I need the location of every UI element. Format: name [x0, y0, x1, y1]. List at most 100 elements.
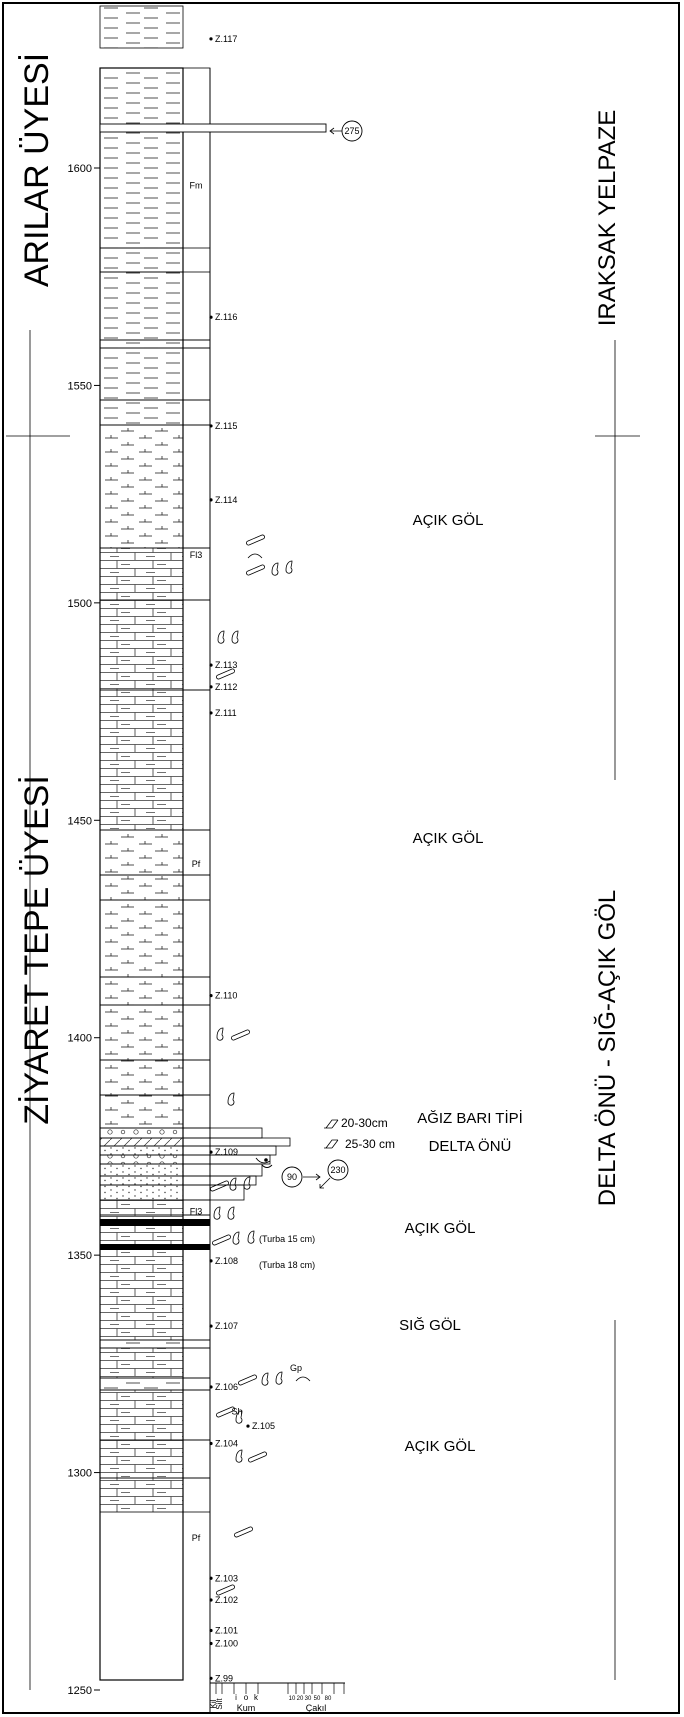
- scale-gravel-sub: 30: [305, 1696, 312, 1702]
- lithology-bed: [99, 1477, 184, 1513]
- plant-fragment-icon: [210, 1180, 229, 1192]
- lithology-bed: [99, 129, 184, 249]
- environment-label: AÇIK GÖL: [413, 511, 484, 529]
- gastropod-icon: [235, 1449, 243, 1463]
- plant-fragment-icon: [212, 1234, 231, 1246]
- bed-profile: [182, 599, 211, 691]
- bed-profile: [182, 1059, 211, 1096]
- sample-marker: [209, 37, 213, 41]
- bed-profile: [182, 1347, 211, 1379]
- gastropod-icon: [216, 1027, 224, 1041]
- plant-fragment-icon: [248, 1451, 267, 1463]
- facies-code: Sh: [231, 1407, 242, 1417]
- lithology-bed: [99, 1199, 184, 1216]
- depth-label: 1450: [68, 815, 92, 827]
- sample-label: Z.112: [215, 682, 237, 692]
- plant-fragment-icon: [238, 1374, 257, 1386]
- lithology-bed: [99, 1339, 184, 1349]
- lithology-bed: [99, 424, 184, 549]
- sample-marker: [209, 1676, 213, 1680]
- gastropod-icon: [229, 1177, 237, 1191]
- paleocurrent-circle: [281, 1166, 303, 1188]
- annotation-text: (Turba 15 cm): [259, 1234, 315, 1244]
- facies-code: Fm: [190, 180, 203, 190]
- depth-label: 1400: [68, 1033, 92, 1045]
- lithology-bed: [99, 1137, 184, 1147]
- bed-profile: [182, 874, 211, 901]
- ostracod-icon: [295, 1376, 311, 1382]
- sample-label: Z.104: [215, 1438, 238, 1448]
- bed-profile: [182, 399, 211, 426]
- environment-label-fan: IRAKSAK YELPAZE: [594, 110, 621, 327]
- member-name-ziyaret-tepe: ZİYARET TEPE ÜYESİ: [18, 775, 56, 1125]
- sample-label: Z.99: [215, 1673, 233, 1683]
- paleocurrent-value: 90: [287, 1172, 297, 1182]
- sample-marker: [209, 1150, 213, 1154]
- facies-code: Pf: [192, 859, 201, 869]
- scale-gravel-sub: 20: [297, 1696, 304, 1702]
- sample-label: Z.110: [215, 991, 237, 1001]
- bed-profile: [182, 424, 211, 549]
- paleocurrent-arrow: [303, 1173, 321, 1181]
- depth-label: 1350: [68, 1250, 92, 1262]
- cross-bedding-icon: [324, 1119, 339, 1129]
- lithology-bed: [99, 1184, 184, 1201]
- sample-marker: [209, 1641, 213, 1646]
- environment-label: SIĞ GÖL: [399, 1316, 461, 1334]
- depth-label: 1300: [68, 1468, 92, 1480]
- sample-marker: [209, 1628, 213, 1633]
- paleocurrent-value: 275: [344, 126, 359, 136]
- lithology-bed: [99, 599, 184, 691]
- sample-label: Z.105: [252, 1421, 275, 1431]
- facies-code: Fl3: [190, 1207, 203, 1217]
- scale-gravel-sub: 50: [314, 1696, 321, 1702]
- gastropod-icon: [227, 1206, 235, 1220]
- lithology-bed: [99, 5, 184, 49]
- plant-fragment-icon: [216, 1584, 235, 1596]
- gastropod-icon: [261, 1372, 269, 1386]
- bed-profile: [182, 67, 211, 129]
- depth-label: 1550: [68, 380, 92, 392]
- sample-marker: [209, 498, 213, 502]
- plant-fragment-icon: [246, 534, 265, 546]
- lithology-bed: [99, 1094, 184, 1129]
- sample-marker: [209, 424, 213, 428]
- gastropod-icon: [232, 1231, 240, 1245]
- environment-label: AÇIK GÖL: [413, 829, 484, 847]
- scale-silt: Silt: [215, 1698, 224, 1710]
- bed-profile: [182, 1377, 211, 1391]
- lithology-bed: [99, 1154, 184, 1165]
- lithology-bed: [99, 874, 184, 901]
- lithology-bed: [99, 829, 184, 876]
- plant-fragment-icon: [216, 1406, 235, 1418]
- scale-gravel: Çakıl: [306, 1703, 327, 1713]
- gastropod-icon: [285, 560, 293, 574]
- environment-label-delta: DELTA ÖNÜ - SIĞ-AÇIK GÖL: [594, 890, 621, 1207]
- gravel-lens-bed: [99, 123, 327, 133]
- lithology-bed: [99, 67, 184, 129]
- scale-sand-sub: k: [254, 1693, 259, 1702]
- member-name-arilar: ARILAR ÜYESİ: [18, 53, 56, 287]
- facies-code: Pf: [192, 1533, 201, 1543]
- depth-label: 1600: [68, 163, 92, 175]
- ostracod-icon: [247, 553, 263, 559]
- annotation-text: (Turba 18 cm): [259, 1260, 315, 1270]
- sample-label: Z.115: [215, 421, 237, 431]
- sample-marker: [209, 663, 213, 667]
- sample-label: Z.117: [215, 34, 237, 44]
- sample-marker: [209, 711, 213, 715]
- gastropod-icon: [243, 1176, 251, 1190]
- sample-marker: [209, 1576, 213, 1580]
- lithology-bed: [99, 1389, 184, 1441]
- bed-profile: [182, 1439, 211, 1479]
- sample-label: Z.103: [215, 1573, 238, 1583]
- environment-label: AÇIK GÖL: [405, 1219, 476, 1237]
- lithology-bed: [99, 1059, 184, 1096]
- environment-label: DELTA ÖNÜ: [429, 1137, 512, 1155]
- bed-profile: [182, 271, 211, 341]
- depth-label: 1500: [68, 598, 92, 610]
- lithology-bed: [99, 689, 184, 831]
- lithology-bed: [99, 1377, 184, 1391]
- bed-profile: [182, 1214, 211, 1341]
- sample-marker: [209, 993, 213, 998]
